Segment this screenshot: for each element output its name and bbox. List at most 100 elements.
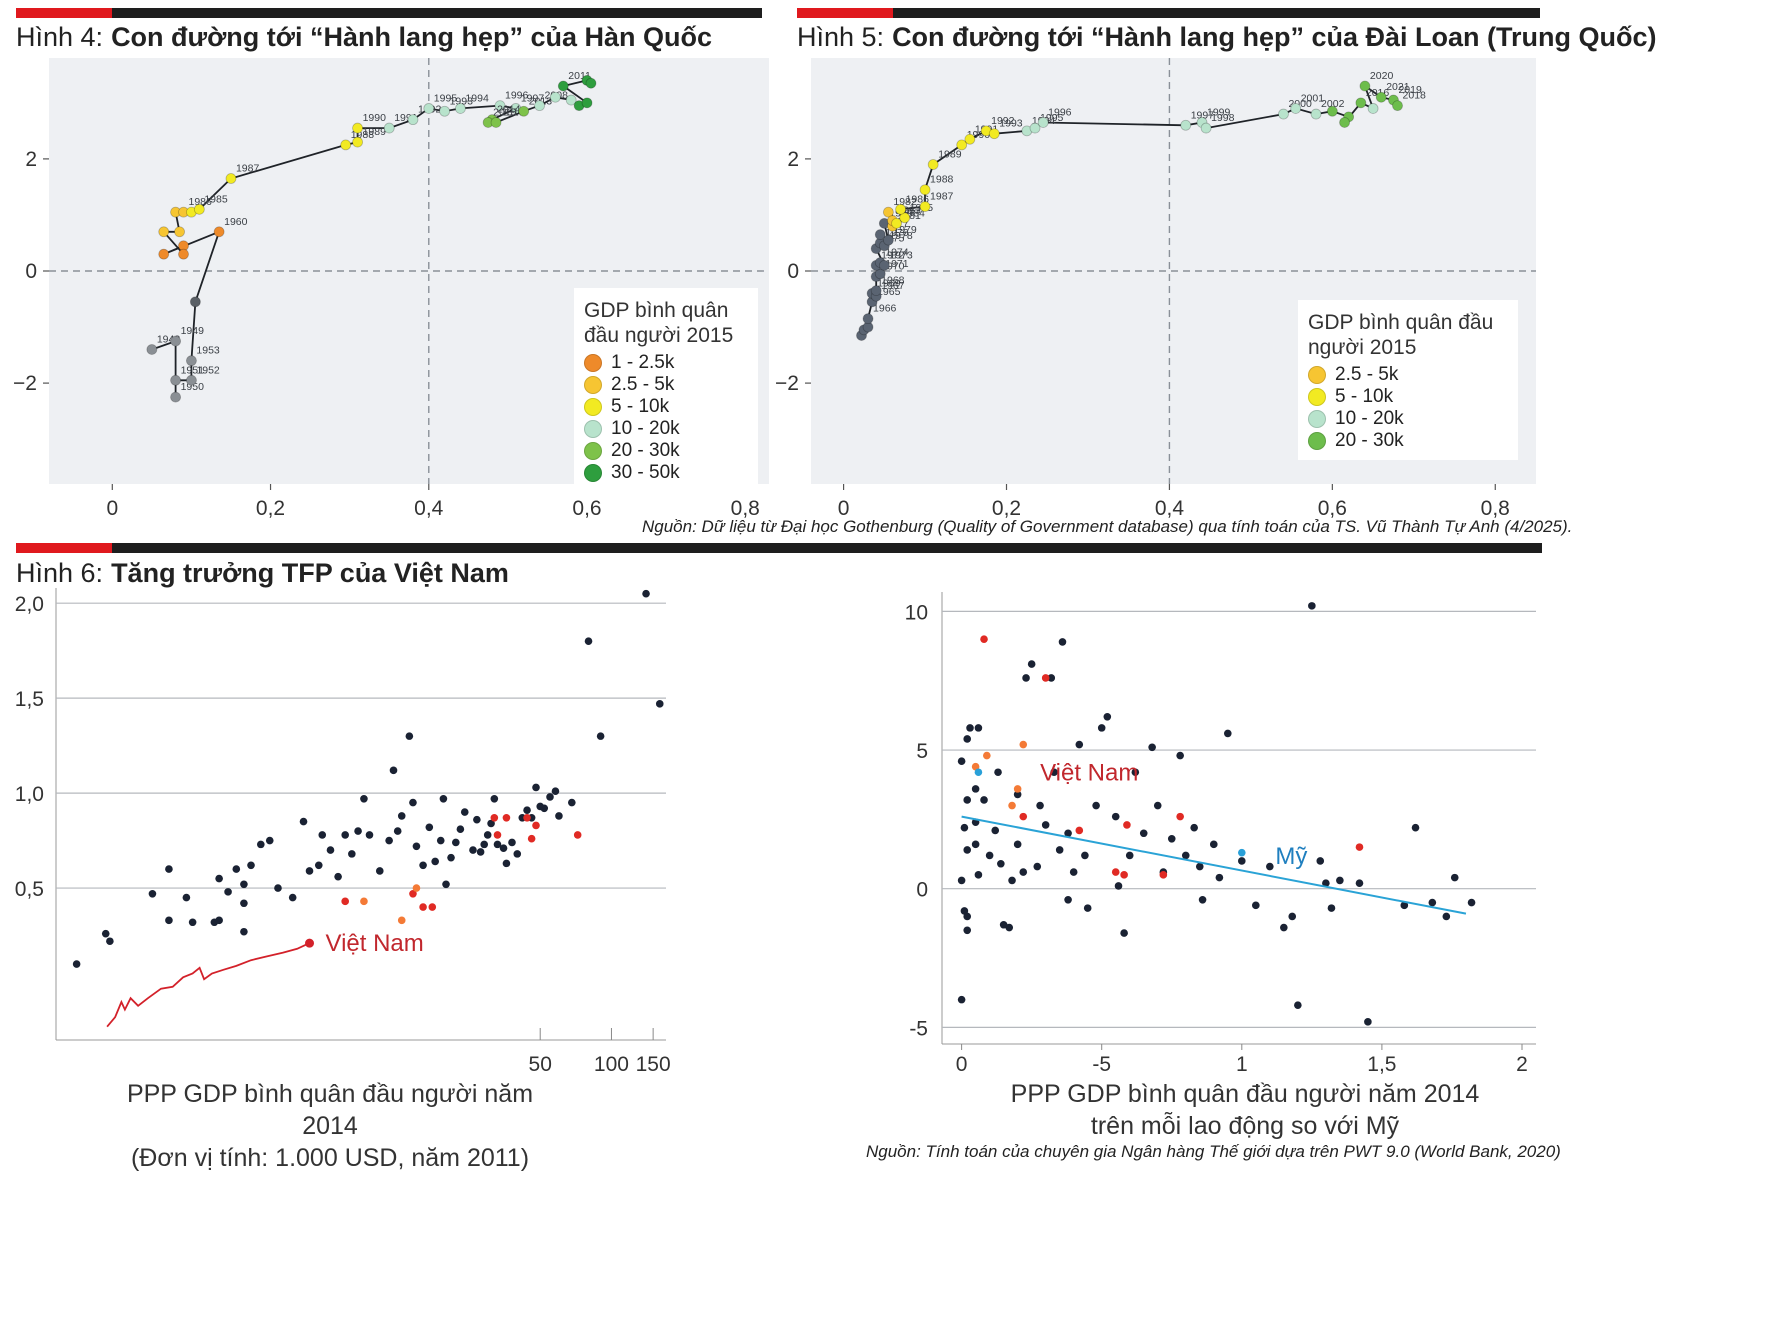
fig6r-point xyxy=(1041,674,1050,682)
fig6l-point xyxy=(502,859,511,868)
fig4-y-tick-label: 0 xyxy=(25,260,37,283)
fig6r-point xyxy=(974,871,983,879)
fig6l-point xyxy=(527,813,536,822)
fig6r-point xyxy=(1120,929,1128,937)
fig5-point xyxy=(1355,97,1367,109)
fig5-point-label: 1986 xyxy=(906,193,930,205)
fig6l-point xyxy=(460,808,469,816)
fig4-point xyxy=(439,105,451,117)
fig6r-point xyxy=(1400,901,1409,910)
fig5-point-label: 1973 xyxy=(889,249,913,261)
fig4-point xyxy=(455,103,466,114)
fig5-point-label: 1972 xyxy=(881,249,905,261)
fig4-point-label: 1988 xyxy=(351,129,375,141)
fig5-point xyxy=(1359,80,1371,92)
fig6r-y-tick-label: 0 xyxy=(916,879,928,902)
fig5-point-label: 1999 xyxy=(1207,106,1231,118)
fig6l-point xyxy=(299,817,308,826)
fig4-point xyxy=(170,391,181,403)
fig5-point-label: 2016 xyxy=(1366,87,1390,99)
fig6l-point xyxy=(508,838,516,847)
fig6l-point xyxy=(487,819,495,828)
fig6r-point xyxy=(1195,862,1204,871)
fig5-legend-swatch xyxy=(1308,431,1326,450)
fig6r-trend-line xyxy=(961,815,1467,915)
fig4-point xyxy=(189,296,201,308)
fig4-point xyxy=(557,80,569,92)
fig6l-point xyxy=(527,834,536,843)
fig6r-point xyxy=(1450,873,1459,882)
fig5-point xyxy=(1290,103,1302,114)
fig6r-point xyxy=(971,818,980,826)
fig6l-point xyxy=(409,889,417,898)
fig5-point-label: 2020 xyxy=(1370,70,1394,82)
fig5-point xyxy=(1180,119,1192,131)
fig4-point-label: 1949 xyxy=(181,325,205,337)
fig4-point xyxy=(170,206,181,218)
fig6r-x-tick-label: -5 xyxy=(1092,1053,1111,1076)
fig5-point xyxy=(927,159,939,170)
fig5-legend-label: 20 - 30k xyxy=(1335,430,1404,451)
fig4-point xyxy=(186,355,197,367)
fig6l-point xyxy=(502,813,511,822)
fig4-point-label: 1993 xyxy=(450,95,474,107)
fig6l-point xyxy=(318,831,327,839)
fig6l-y-tick-label: 2,0 xyxy=(15,593,44,616)
source-note-2: Nguồn: Tính toán của chuyên gia Ngân hàn… xyxy=(866,1142,1561,1161)
fig6r-point xyxy=(1022,674,1030,682)
fig6l-x-tick-label: 150 xyxy=(636,1053,671,1076)
fig6l-point xyxy=(490,813,499,822)
fig6r-point xyxy=(1238,857,1246,865)
fig6r-point xyxy=(1159,871,1168,879)
fig6l-point xyxy=(419,861,427,870)
fig6r-point xyxy=(1058,638,1067,646)
fig6l-point xyxy=(148,889,157,898)
fig5-point xyxy=(858,324,870,336)
fig6r-point xyxy=(991,826,1000,835)
fig6r-point xyxy=(1159,868,1168,876)
fig6l-point xyxy=(305,867,314,875)
fig6r-y-tick-label: 10 xyxy=(905,601,928,624)
fig6r-point xyxy=(1013,785,1022,793)
fig4-legend-title: GDP bình quân đầu người 2015 xyxy=(584,299,734,347)
fig6r-point xyxy=(1027,660,1036,668)
fig5-point-label: 1971 xyxy=(885,258,909,270)
fig4-point xyxy=(383,122,395,134)
fig5-legend-swatch xyxy=(1308,387,1326,406)
fig5-point xyxy=(1375,91,1387,103)
fig6r-us-annotation: Mỹ xyxy=(1275,843,1307,870)
fig6r-point xyxy=(1064,829,1072,838)
fig5-point xyxy=(870,259,882,271)
fig5-point xyxy=(870,285,882,297)
fig6l-point xyxy=(532,783,540,792)
fig4-point xyxy=(170,374,181,386)
fig4-point xyxy=(340,139,352,151)
fig6r-point xyxy=(1153,801,1162,810)
fig5-point xyxy=(899,212,911,224)
fig6l-point xyxy=(215,874,223,883)
fig5-point-label: 1967 xyxy=(881,280,905,292)
fig5-point xyxy=(874,257,886,268)
fig6l-point xyxy=(393,827,402,835)
fig5-point-label: 1991 xyxy=(975,123,999,135)
fig4-legend-label: 20 - 30k xyxy=(611,440,680,461)
fig6r-point xyxy=(963,926,972,935)
fig6l-y-tick-label: 1,0 xyxy=(15,783,44,806)
fig6l-point xyxy=(409,798,417,807)
fig5-top-rule xyxy=(797,8,1540,18)
fig4-point-label: 1986 xyxy=(189,196,213,208)
fig5-point xyxy=(870,290,882,302)
fig4-point xyxy=(585,77,597,89)
fig4-point xyxy=(352,136,363,148)
fig5-legend-swatch xyxy=(1308,409,1326,428)
fig5-point-label: 1992 xyxy=(991,115,1015,127)
fig6l-point xyxy=(513,850,522,858)
fig6l-point xyxy=(101,929,110,938)
fig5-point-label: 1982 xyxy=(893,196,917,208)
fig6r-point xyxy=(1033,862,1042,871)
fig6r-point xyxy=(1308,602,1316,610)
fig5-point-label: 2000 xyxy=(1288,98,1312,110)
fig4-title-text: Con đường tới “Hành lang hẹp” của Hàn Qu… xyxy=(111,22,713,52)
fig6r-point xyxy=(1198,896,1207,904)
fig6l-point xyxy=(232,865,241,873)
